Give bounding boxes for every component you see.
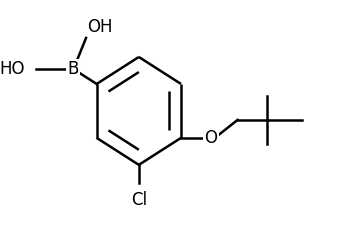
Text: OH: OH [88, 18, 113, 36]
Text: O: O [204, 129, 217, 147]
Text: Cl: Cl [131, 191, 147, 209]
Text: HO: HO [0, 60, 25, 78]
Text: B: B [68, 60, 79, 78]
